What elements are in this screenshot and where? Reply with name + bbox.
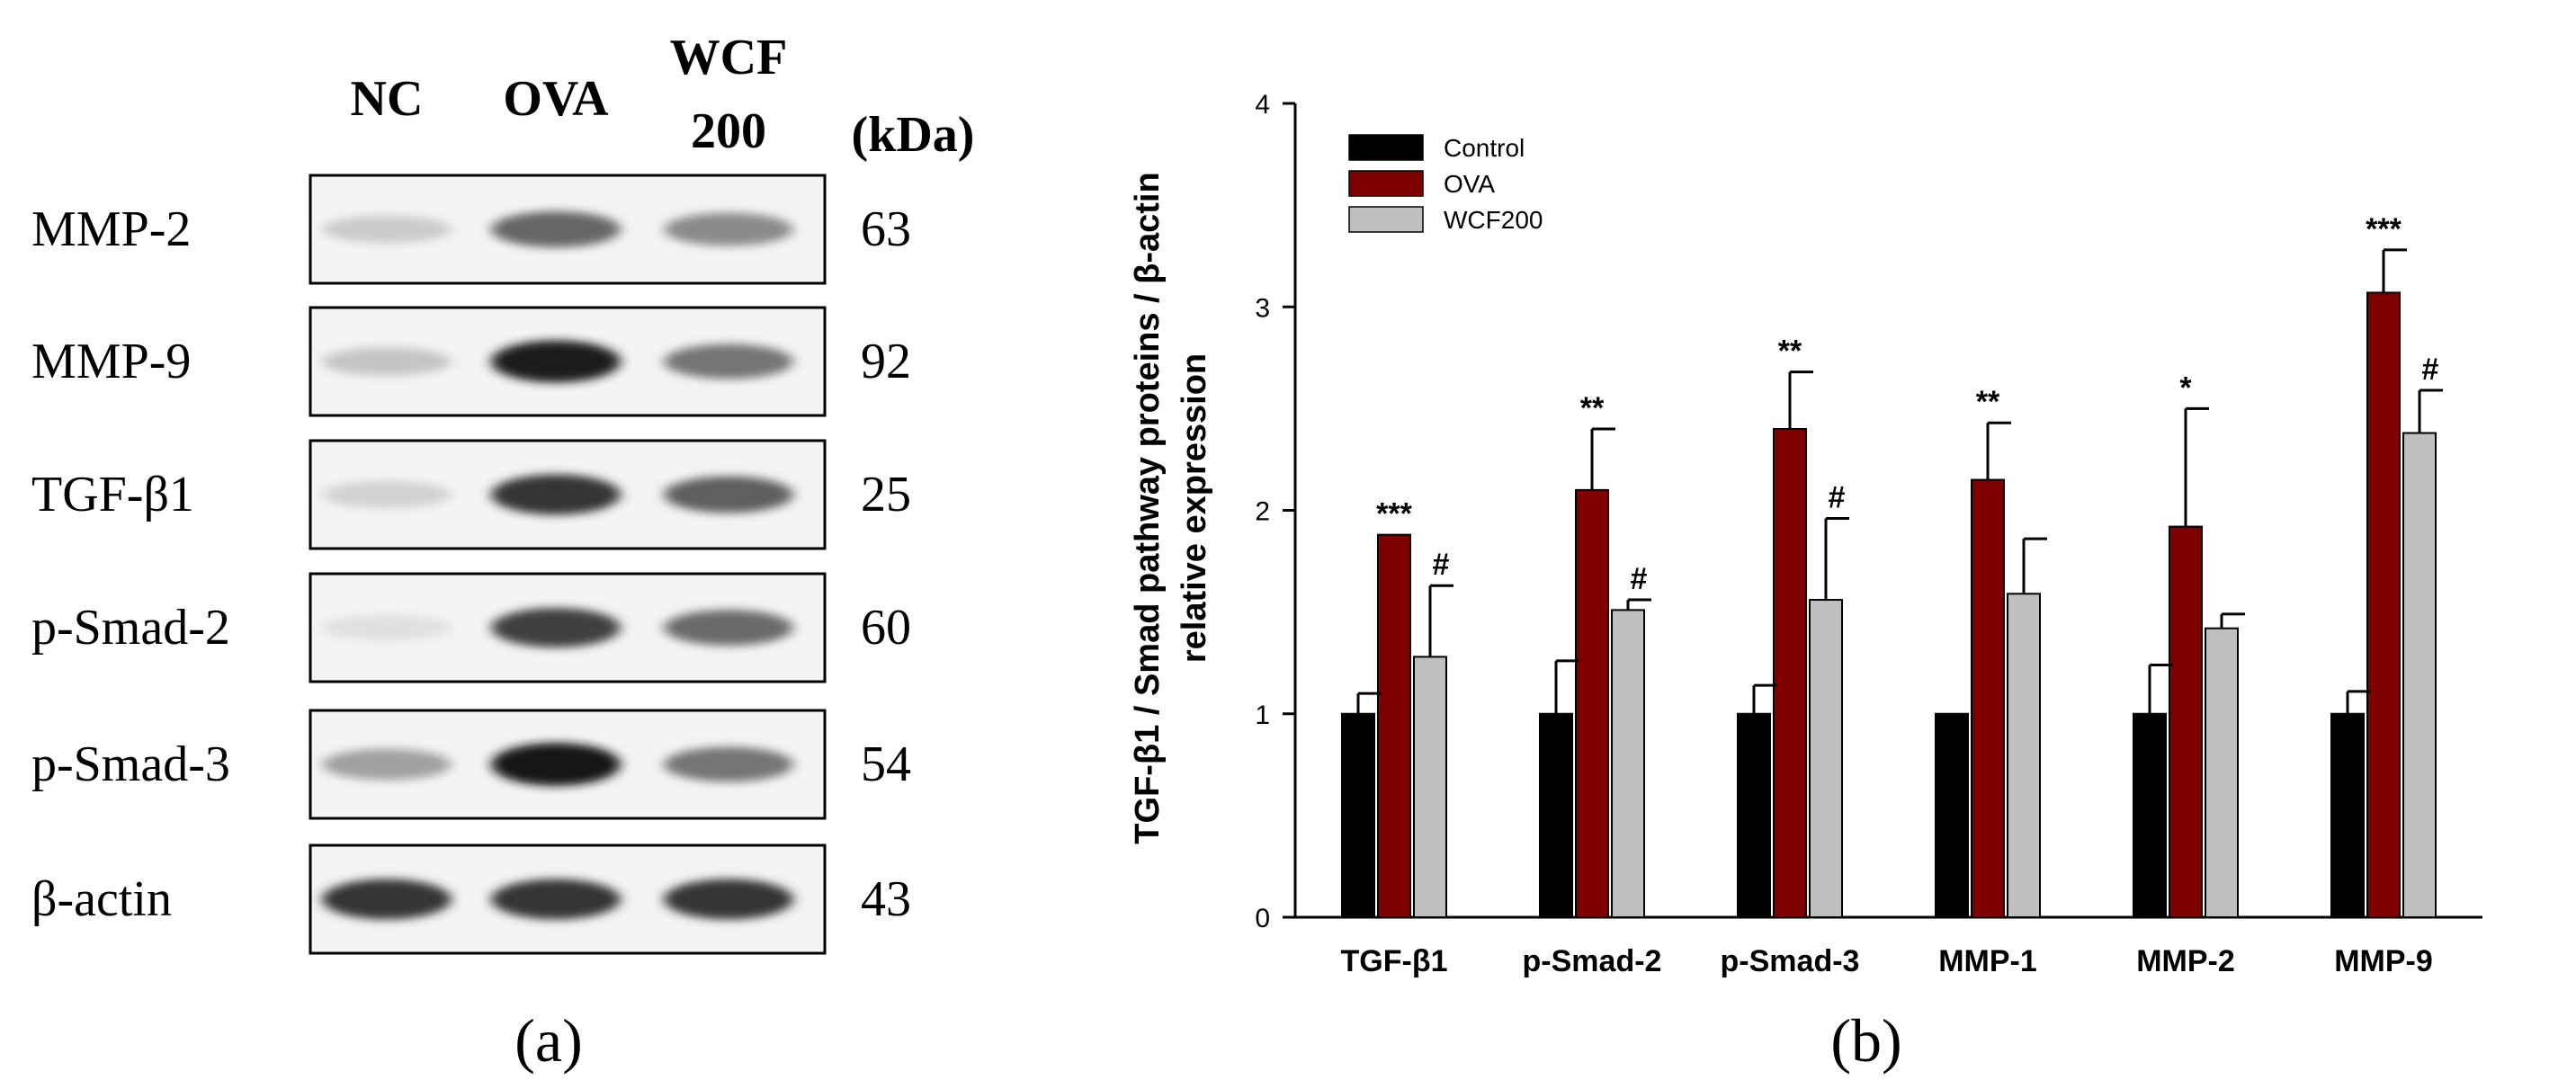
column-label-wcf: WCF [670,30,788,85]
significance-mark: *** [2366,212,2402,246]
bar-wcf200 [2402,432,2437,918]
bar-wcf200 [2007,593,2041,918]
x-tick-label: TGF-β1 [1341,944,1448,978]
bar-control [2330,712,2365,918]
significance-mark: # [1829,481,1846,515]
y-tick-label: 1 [1255,701,1270,730]
column-label-ova: OVA [503,71,609,127]
y-tick-label: 0 [1255,904,1270,933]
legend-swatch [1348,134,1424,161]
significance-annotations: ***#**#**#** ****# [1376,212,2438,596]
legend-label: WCF200 [1444,206,1543,234]
panel-a-caption: (a) [514,1006,582,1075]
molecular-weight-label: 92 [861,334,911,389]
molecular-weight-label: 60 [861,600,911,656]
blot-band [491,210,621,248]
x-tick-label: MMP-2 [2136,944,2235,978]
bar-ova [1773,428,1807,918]
blot-band [664,746,793,782]
blot-row: p-Smad-3 54 [31,709,911,820]
bar-ova [1971,478,2005,918]
protein-label: TGF-β1 [31,467,194,522]
protein-label: β-actin [31,871,172,927]
significance-mark: *** [1376,497,1412,531]
significance-mark: # [1433,548,1450,582]
bar-control [1341,712,1375,918]
bar-control [1737,712,1771,918]
column-label-200: 200 [691,103,766,159]
significance-mark: # [2422,353,2439,387]
y-axis-label-line2: relative expression [1176,353,1213,663]
legend-label: Control [1444,134,1525,162]
significance-mark: ** [1976,385,2000,419]
bar-ova [2169,525,2203,918]
blot-band [491,743,621,786]
molecular-weight-label: 63 [861,201,911,257]
molecular-weight-label: 54 [861,736,911,792]
blot-band [664,610,793,646]
blot-band [322,215,452,244]
blot-band [664,476,793,513]
significance-mark: # [1631,562,1648,596]
blot-row: β-actin 43 [31,844,911,955]
blot-band [664,879,793,920]
protein-label: MMP-9 [31,334,191,389]
bar-wcf200 [1413,656,1447,919]
blot-row: TGF-β1 25 [31,439,911,550]
blot-row: p-Smad-2 60 [31,572,911,683]
blot-band [322,614,452,641]
bar-ova [2366,291,2401,919]
y-tick-label: 4 [1255,90,1270,120]
kda-unit-label: (kDa) [852,107,975,163]
protein-label: p-Smad-2 [31,600,230,656]
legend-label: OVA [1444,170,1495,198]
blot-band [664,212,793,246]
molecular-weight-label: 25 [861,467,911,522]
bar-wcf200 [1611,609,1645,918]
panel-a-western-blot: NC OVA WCF 200 (kDa) MMP-2 63 MMP-9 92 TGF-β… [31,30,974,1075]
bar-wcf200 [2205,627,2239,918]
significance-mark: * [2179,370,2192,405]
bar-series [1341,291,2437,919]
blot-band [322,879,452,920]
panel-b-caption: (b) [1830,1006,1901,1075]
x-tick-label: MMP-9 [2334,944,2433,978]
blot-band [491,474,621,515]
blot-row: MMP-2 63 [31,174,911,285]
legend-swatch [1348,206,1424,233]
legend: Control OVA WCF200 [1348,134,1543,234]
blot-band [322,748,452,781]
column-label-nc: NC [351,71,424,127]
significance-mark: ** [1778,335,1802,369]
significance-mark: ** [1580,391,1605,425]
protein-label: p-Smad-3 [31,736,230,792]
blot-band [322,347,452,376]
error-bars [1356,248,2443,714]
y-tick-label: 2 [1255,497,1270,527]
x-tick-label: MMP-1 [1938,944,2037,978]
blot-band [664,344,793,379]
bar-control [1539,712,1573,918]
y-axis: 0 1 2 3 4 [1255,90,1297,933]
blot-row: MMP-9 92 [31,306,911,417]
y-axis-label-line1: TGF-β1 / Smad pathway proteins / β-actin [1129,172,1167,844]
blot-band [491,340,621,383]
bar-ova [1575,488,1609,918]
legend-swatch [1348,170,1424,197]
x-tick-label: p-Smad-3 [1721,944,1860,978]
y-tick-label: 3 [1255,293,1270,323]
protein-label: MMP-2 [31,201,191,257]
panel-b-bar-chart: 0 1 2 3 4 TGF-β1 p-Smad-2 p-Smad-3 MMP-1 MMP-2 MM… [1129,90,2482,1075]
x-tick-label: p-Smad-2 [1523,944,1662,978]
blot-band [491,879,621,920]
blot-band [491,608,621,647]
molecular-weight-label: 43 [861,871,911,927]
blot-band [322,480,452,509]
bar-control [1935,712,1969,918]
bar-wcf200 [1809,599,1843,918]
bar-control [2133,712,2167,918]
bar-ova [1377,533,1411,919]
x-axis: TGF-β1 p-Smad-2 p-Smad-3 MMP-1 MMP-2 MMP-9 [1295,915,2482,978]
